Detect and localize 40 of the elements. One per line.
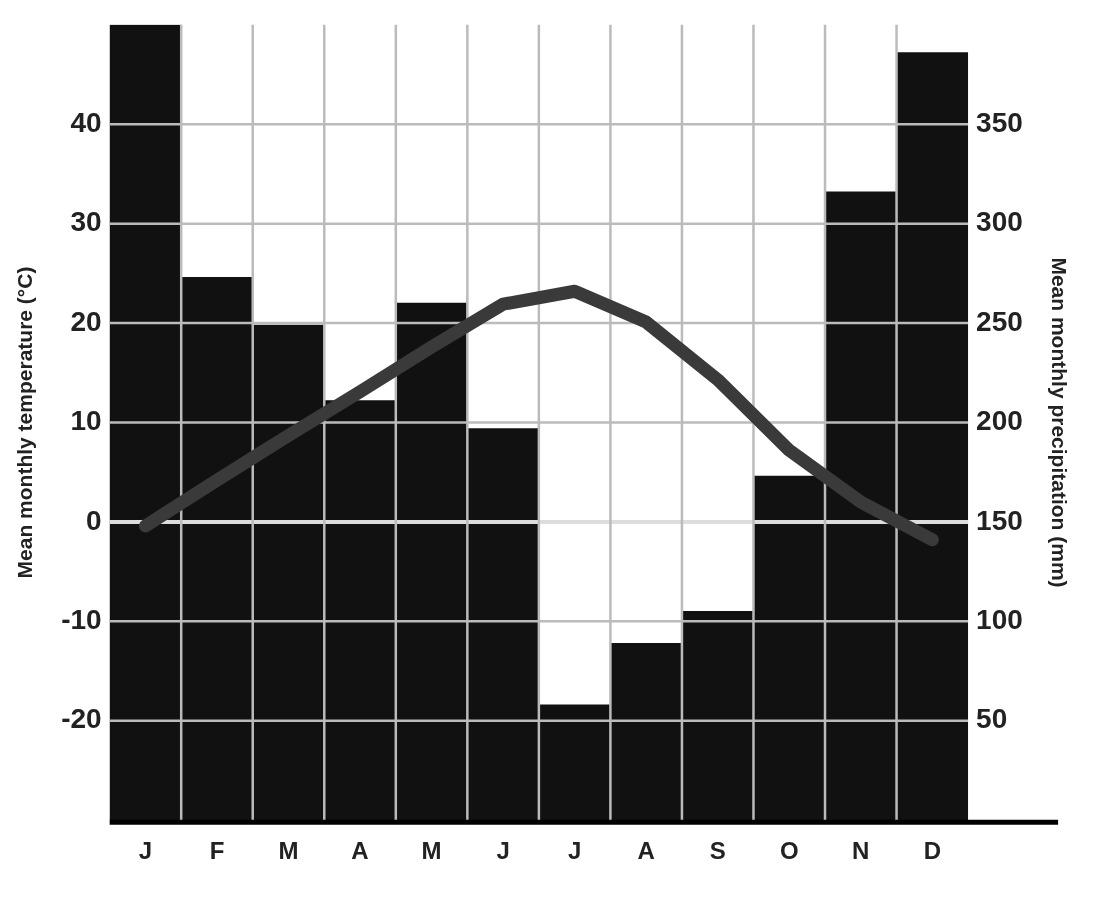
- y-tick-label: -10: [61, 604, 102, 636]
- bar: [109, 24, 182, 821]
- x-tick-label: F: [209, 837, 225, 865]
- x-tick-label: A: [637, 837, 655, 865]
- y2-tick-label: 100: [976, 604, 1023, 636]
- bar: [753, 475, 826, 821]
- bar: [395, 302, 468, 821]
- bar: [180, 277, 254, 821]
- bar: [824, 191, 897, 821]
- x-tick-label: D: [923, 837, 941, 865]
- y2-axis-title: Mean monthly precipitation (mm): [1047, 257, 1071, 588]
- y2-tick-label: 300: [976, 206, 1023, 238]
- y2-tick-label: 150: [976, 504, 1023, 536]
- bar: [467, 428, 540, 821]
- x-tick-label: M: [278, 837, 299, 865]
- x-tick-label: N: [852, 837, 870, 865]
- y2-tick-label: 350: [976, 106, 1023, 138]
- y-tick-label: 10: [70, 405, 102, 437]
- y-tick-label: 20: [70, 305, 102, 337]
- y-tick-label: -20: [61, 703, 102, 735]
- bar: [323, 400, 397, 821]
- y-tick-label: 40: [70, 106, 102, 138]
- bar: [252, 324, 325, 821]
- y-tick-label: 30: [70, 206, 102, 238]
- x-tick-label: J: [567, 837, 582, 865]
- x-tick-label: M: [421, 837, 442, 865]
- y2-tick-label: 50: [976, 703, 1008, 735]
- y-tick-label: 0: [86, 504, 102, 536]
- bar: [610, 642, 683, 821]
- y-axis-title: Mean monthly temperature (°C): [13, 266, 37, 579]
- x-tick-label: O: [779, 837, 799, 865]
- x-tick-label: A: [351, 837, 369, 865]
- x-tick-label: J: [138, 837, 153, 865]
- bar: [681, 611, 754, 821]
- x-tick-label: S: [709, 837, 726, 865]
- x-tick-label: J: [496, 837, 510, 865]
- y2-tick-label: 200: [976, 405, 1023, 437]
- bar: [896, 52, 969, 821]
- bar: [538, 704, 611, 821]
- y2-tick-label: 250: [976, 305, 1023, 337]
